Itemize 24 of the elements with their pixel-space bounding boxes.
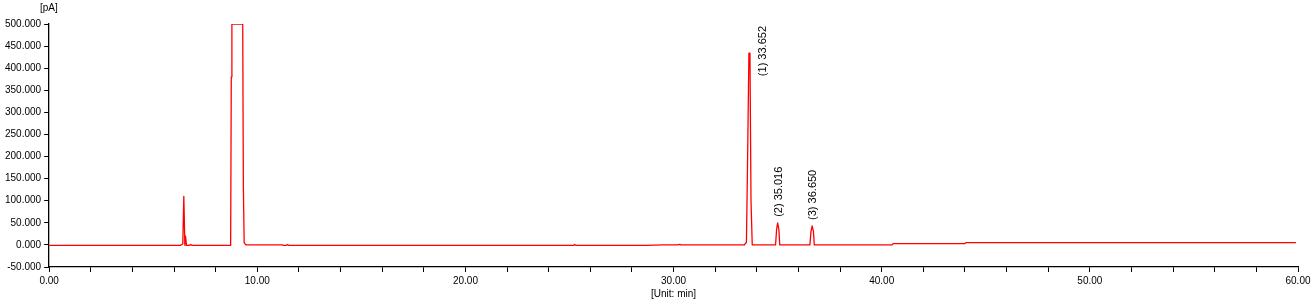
x-tick-label: 30.00 [661,274,687,286]
y-tick-label: 250.000 [4,128,42,140]
y-tick-label: 100.000 [4,194,42,206]
y-tick-label: 350.000 [4,84,42,96]
y-tick-label: 0.000 [16,238,42,250]
y-axis-title: [pA] [40,2,58,13]
annotation: (1) 33.652 [755,25,768,77]
x-tick-label: 20.00 [452,274,479,286]
y-tick-label: -50.000 [7,260,42,272]
x-tick-label: 40.00 [869,274,895,286]
annotation: (3) 36.650 [805,169,818,220]
x-tick-label: 0.00 [39,274,60,286]
y-tick-label: 300.000 [4,106,42,118]
y-tick-label: 200.000 [4,150,42,162]
y-tick-label: 50.000 [10,216,42,228]
x-axis-title: [Unit: min] [651,288,697,299]
x-tick-label: 50.00 [1077,274,1103,286]
y-tick-label: 500.000 [4,17,42,29]
y-tick-label: 150.000 [4,172,42,184]
annotation: (2) 35.016 [771,166,784,217]
x-tick-label: 10.00 [244,274,271,286]
y-tick-label: 450.000 [4,39,42,51]
x-tick-label: 60.00 [1285,274,1311,286]
y-tick-label: 400.000 [4,61,42,73]
